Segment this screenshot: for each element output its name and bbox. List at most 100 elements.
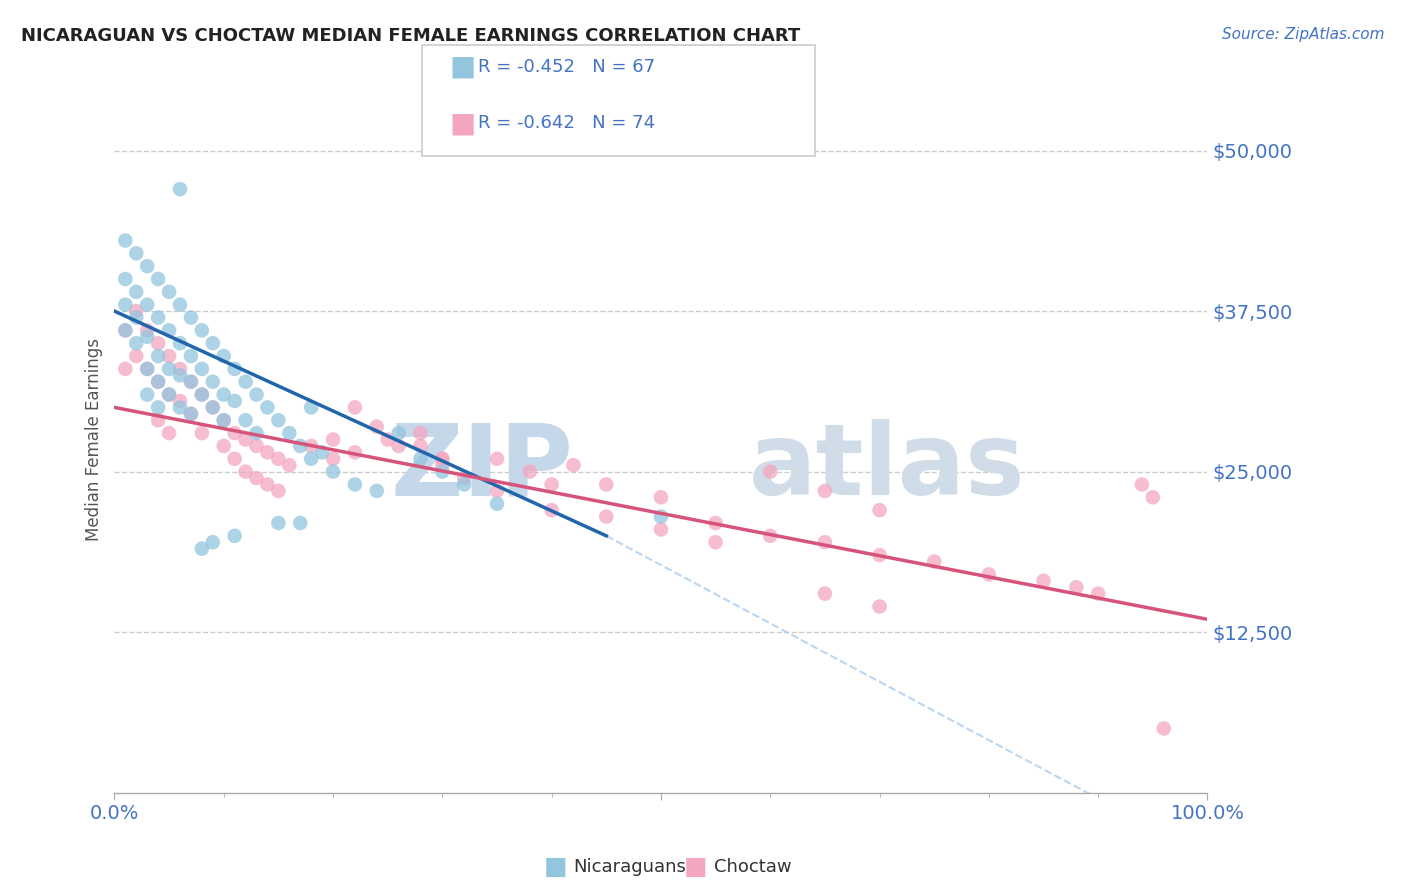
Point [432,458,454,473]
Point [169,394,191,409]
Point [869,599,891,614]
Point [922,555,945,569]
Point [814,586,837,600]
Point [169,182,191,196]
Text: R = -0.642   N = 74: R = -0.642 N = 74 [478,114,655,132]
Point [146,349,169,363]
Text: ZIP: ZIP [391,419,574,516]
Point [191,362,214,376]
Point [201,336,224,351]
Point [267,483,290,498]
Point [146,272,169,286]
Point [212,413,235,427]
Point [245,426,267,441]
Point [136,323,159,337]
Point [311,445,333,459]
Point [157,387,180,401]
Point [485,497,508,511]
Point [180,310,202,325]
Point [366,419,388,434]
Point [157,426,180,441]
Point [759,465,782,479]
Point [191,323,214,337]
Point [114,323,136,337]
Point [191,426,214,441]
Point [136,362,159,376]
Point [1066,580,1088,594]
Point [519,465,541,479]
Point [814,535,837,549]
Point [180,375,202,389]
Text: ■: ■ [450,53,477,81]
Point [146,336,169,351]
Point [235,433,257,447]
Point [432,451,454,466]
Point [299,439,322,453]
Point [191,387,214,401]
Text: Choctaw: Choctaw [714,858,792,876]
Point [136,298,159,312]
Text: ■: ■ [544,855,567,879]
Point [114,362,136,376]
Point [157,349,180,363]
Point [136,362,159,376]
Point [114,298,136,312]
Point [157,362,180,376]
Text: Source: ZipAtlas.com: Source: ZipAtlas.com [1222,27,1385,42]
Point [201,375,224,389]
Point [224,394,246,409]
Point [267,451,290,466]
Point [256,477,278,491]
Point [256,445,278,459]
Point [224,426,246,441]
Point [201,535,224,549]
Text: Nicaraguans: Nicaraguans [574,858,686,876]
Point [212,413,235,427]
Point [180,349,202,363]
Point [125,336,148,351]
Point [485,451,508,466]
Point [245,387,267,401]
Point [409,426,432,441]
Point [278,426,301,441]
Point [290,439,312,453]
Point [299,451,322,466]
Point [343,401,366,415]
Point [212,387,235,401]
Point [595,477,617,491]
Point [169,401,191,415]
Point [650,509,672,524]
Point [562,458,585,473]
Point [256,401,278,415]
Y-axis label: Median Female Earnings: Median Female Earnings [86,338,103,541]
Point [650,491,672,505]
Point [224,451,246,466]
Point [1153,722,1175,736]
Point [278,458,301,473]
Point [169,368,191,383]
Point [212,349,235,363]
Point [157,387,180,401]
Point [759,529,782,543]
Point [136,387,159,401]
Point [869,548,891,562]
Point [224,529,246,543]
Point [366,483,388,498]
Point [409,439,432,453]
Point [432,451,454,466]
Point [201,401,224,415]
Point [1142,491,1164,505]
Point [1130,477,1153,491]
Point [343,445,366,459]
Point [157,323,180,337]
Point [235,413,257,427]
Text: ■: ■ [450,109,477,137]
Point [146,310,169,325]
Point [595,509,617,524]
Point [388,439,411,453]
Point [201,401,224,415]
Point [704,535,727,549]
Point [125,285,148,299]
Point [136,259,159,273]
Point [540,477,562,491]
